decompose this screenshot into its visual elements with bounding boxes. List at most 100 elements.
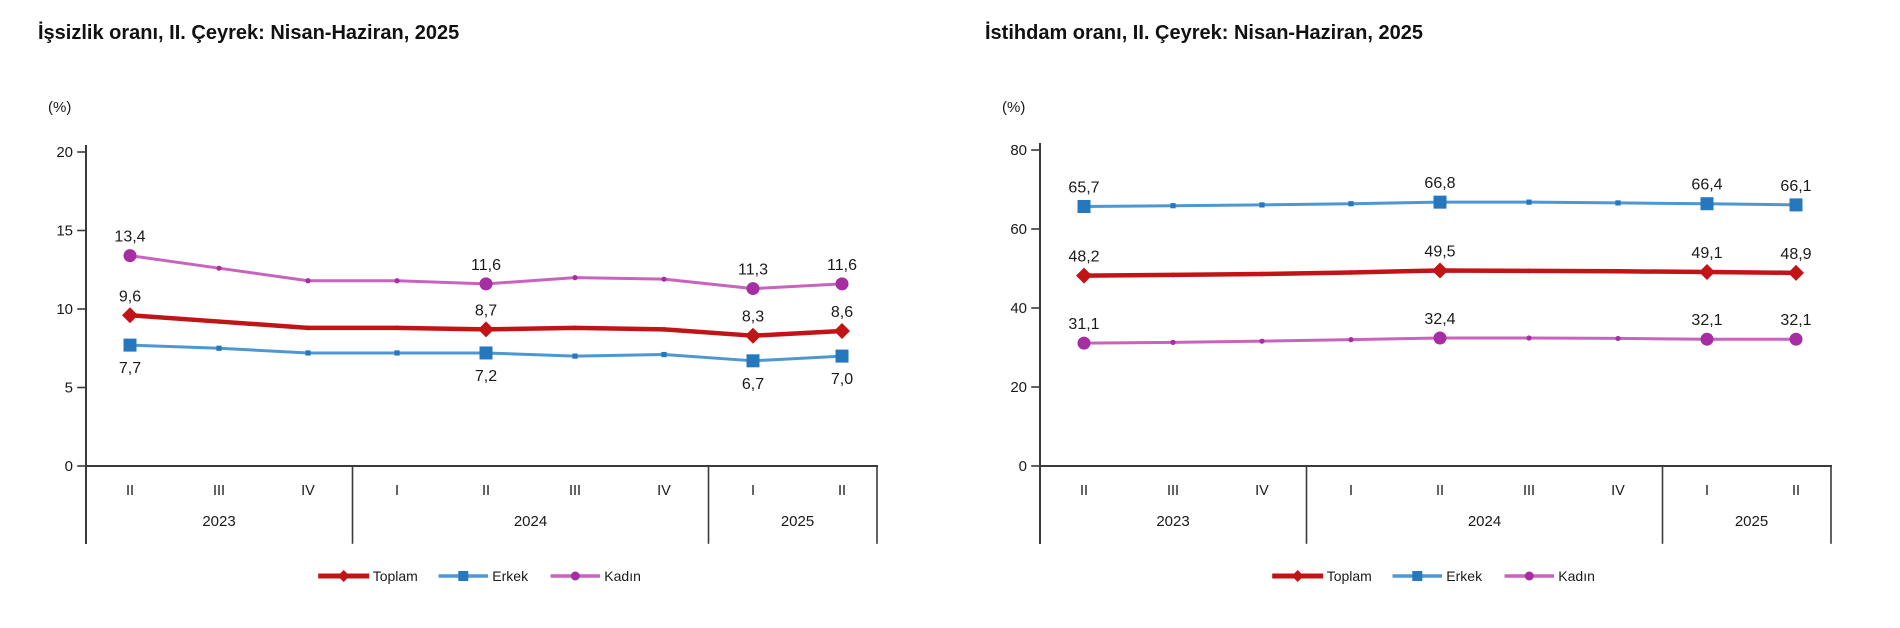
data-label: 8,3: [742, 309, 764, 326]
year-label: 2024: [514, 513, 547, 530]
point-marker-toplam: [122, 307, 138, 324]
legend-label: Erkek: [1446, 568, 1483, 584]
quarter-label: I: [1705, 483, 1709, 499]
y-axis-unit-label: (%): [48, 99, 71, 116]
point-marker-erkek: [123, 338, 137, 352]
point-marker-small: [1259, 271, 1265, 277]
legend-label: Kadın: [1558, 568, 1595, 584]
legend-marker: [458, 571, 469, 581]
year-label: 2023: [202, 513, 235, 530]
legend-item-kadın: Kadın: [1504, 568, 1595, 584]
quarter-label: III: [1167, 483, 1179, 499]
legend-marker: [570, 571, 580, 581]
point-marker-kadın: [1433, 331, 1447, 345]
data-label: 66,8: [1424, 175, 1455, 192]
y-axis-tick-label: 20: [56, 144, 73, 161]
y-axis-unit-label: (%): [1002, 99, 1025, 116]
point-marker-small: [572, 275, 578, 281]
legend-item-toplam: Toplam: [1272, 568, 1372, 584]
point-marker-erkek: [835, 349, 849, 363]
point-marker-small: [305, 350, 311, 356]
quarter-label: II: [482, 483, 490, 499]
data-label: 11,6: [471, 257, 501, 274]
data-label: 9,6: [119, 288, 141, 305]
point-marker-small: [216, 345, 222, 351]
legend-item-toplam: Toplam: [318, 568, 418, 584]
point-marker-small: [1615, 268, 1621, 274]
point-marker-kadın: [1789, 332, 1803, 346]
point-marker-small: [1259, 202, 1265, 208]
legend-label: Kadın: [604, 568, 641, 584]
point-marker-erkek: [746, 354, 760, 368]
data-label: 32,1: [1691, 312, 1722, 329]
quarter-label: III: [569, 483, 581, 499]
legend-marker: [1412, 571, 1423, 581]
y-axis-tick-label: 60: [1010, 221, 1027, 238]
year-label: 2023: [1156, 513, 1189, 530]
point-marker-small: [394, 325, 400, 331]
point-marker-small: [1615, 335, 1621, 342]
point-marker-small: [1348, 337, 1354, 343]
point-marker-small: [394, 350, 400, 356]
data-label: 49,1: [1691, 245, 1722, 262]
quarter-label: I: [395, 483, 399, 499]
point-marker-small: [1170, 272, 1176, 278]
legend-marker: [1291, 570, 1304, 582]
point-marker-erkek: [479, 346, 493, 360]
point-marker-kadın: [1077, 336, 1091, 350]
point-marker-small: [305, 325, 311, 331]
point-marker-small: [572, 325, 578, 331]
y-axis-tick-label: 10: [56, 301, 73, 318]
y-axis-tick-label: 0: [65, 458, 73, 475]
y-axis-tick-label: 5: [65, 380, 73, 397]
y-axis-tick-label: 40: [1010, 300, 1027, 317]
y-axis-tick-label: 15: [56, 223, 73, 240]
point-marker-toplam: [1076, 267, 1092, 284]
point-marker-small: [1348, 269, 1354, 276]
point-marker-toplam: [834, 322, 850, 339]
quarter-label: I: [751, 483, 755, 499]
point-marker-erkek: [1077, 199, 1091, 213]
point-marker-kadın: [835, 277, 849, 291]
point-marker-kadın: [746, 282, 760, 296]
quarter-label: I: [1349, 483, 1353, 499]
legend-marker: [337, 570, 350, 582]
quarter-label: II: [1080, 483, 1088, 499]
point-marker-small: [1526, 335, 1532, 341]
point-marker-small: [1259, 338, 1265, 344]
point-marker-small: [1615, 200, 1621, 206]
point-marker-small: [661, 351, 667, 358]
chart-title-employment: İstihdam oranı, II. Çeyrek: Nisan-Hazira…: [985, 22, 1423, 44]
quarter-label: III: [213, 483, 225, 499]
point-marker-kadın: [1700, 332, 1714, 346]
point-marker-toplam: [745, 327, 761, 344]
quarter-label: IV: [1611, 483, 1625, 499]
point-marker-erkek: [1433, 195, 1447, 209]
data-label: 8,6: [831, 304, 853, 321]
quarter-label: IV: [301, 483, 315, 499]
quarter-label: IV: [657, 483, 671, 499]
point-marker-small: [216, 265, 222, 271]
legend-item-erkek: Erkek: [1392, 568, 1483, 584]
point-marker-small: [661, 276, 667, 282]
legend-label: Erkek: [492, 568, 529, 584]
data-label: 48,2: [1068, 249, 1099, 266]
point-marker-small: [305, 278, 311, 284]
quarter-label: II: [126, 483, 134, 499]
year-label: 2025: [781, 513, 814, 530]
data-label: 11,6: [827, 257, 857, 274]
point-marker-small: [572, 353, 578, 359]
point-marker-small: [1170, 339, 1176, 345]
point-marker-small: [394, 278, 400, 284]
y-axis-tick-label: 20: [1010, 379, 1027, 396]
data-label: 11,3: [738, 262, 768, 279]
data-label: 66,4: [1691, 177, 1722, 194]
point-marker-kadın: [479, 277, 493, 291]
point-marker-small: [661, 326, 667, 333]
quarter-label: II: [838, 483, 846, 499]
point-marker-small: [1170, 203, 1176, 209]
point-marker-toplam: [478, 321, 494, 338]
